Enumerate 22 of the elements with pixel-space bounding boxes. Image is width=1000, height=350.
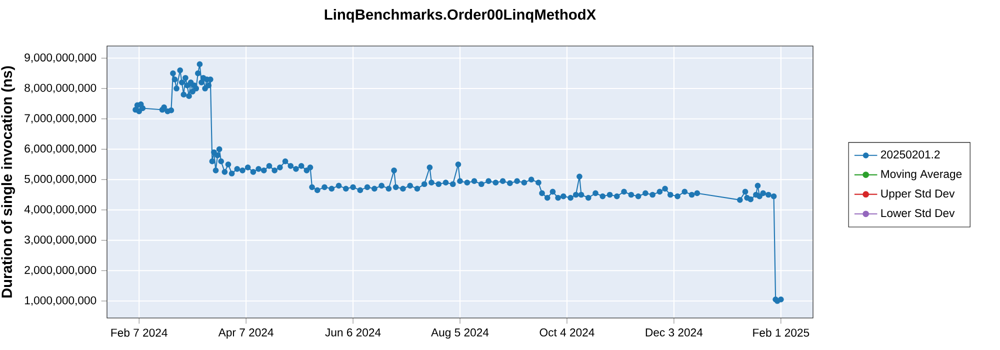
x-tick-label: Feb 1 2025 bbox=[753, 328, 810, 337]
y-tick-label: 1,000,000,000 bbox=[24, 296, 96, 306]
y-axis-title: Duration of single invocation (ns) bbox=[1, 66, 15, 298]
x-tick-label: Feb 7 2024 bbox=[111, 328, 168, 337]
y-tick-label: 9,000,000,000 bbox=[24, 53, 96, 63]
x-tick-label: Jun 6 2024 bbox=[325, 328, 381, 336]
y-tick-label: 5,000,000,000 bbox=[24, 174, 96, 184]
legend-label: Moving Average bbox=[881, 170, 962, 180]
legend-label: Lower Std Dev bbox=[881, 208, 955, 218]
y-tick-label: 4,000,000,000 bbox=[24, 205, 96, 215]
y-tick-label: 7,000,000,000 bbox=[24, 114, 96, 124]
chart-title: LinqBenchmarks.Order00LinqMethodX bbox=[324, 8, 596, 23]
y-tick-label: 6,000,000,000 bbox=[24, 144, 96, 154]
legend-label: Upper Std Dev bbox=[881, 189, 955, 200]
y-tick-label: 8,000,000,000 bbox=[24, 84, 96, 94]
x-tick-label: Oct 4 2024 bbox=[540, 328, 594, 336]
x-tick-label: Apr 7 2024 bbox=[218, 328, 274, 339]
y-tick-label: 3,000,000,000 bbox=[24, 236, 96, 245]
legend-label: 20250201.2 bbox=[880, 150, 940, 158]
x-tick-label: Dec 3 2024 bbox=[646, 328, 703, 336]
y-tick-label: 2,000,000,000 bbox=[24, 266, 96, 276]
x-tick-label: Aug 5 2024 bbox=[431, 328, 489, 339]
